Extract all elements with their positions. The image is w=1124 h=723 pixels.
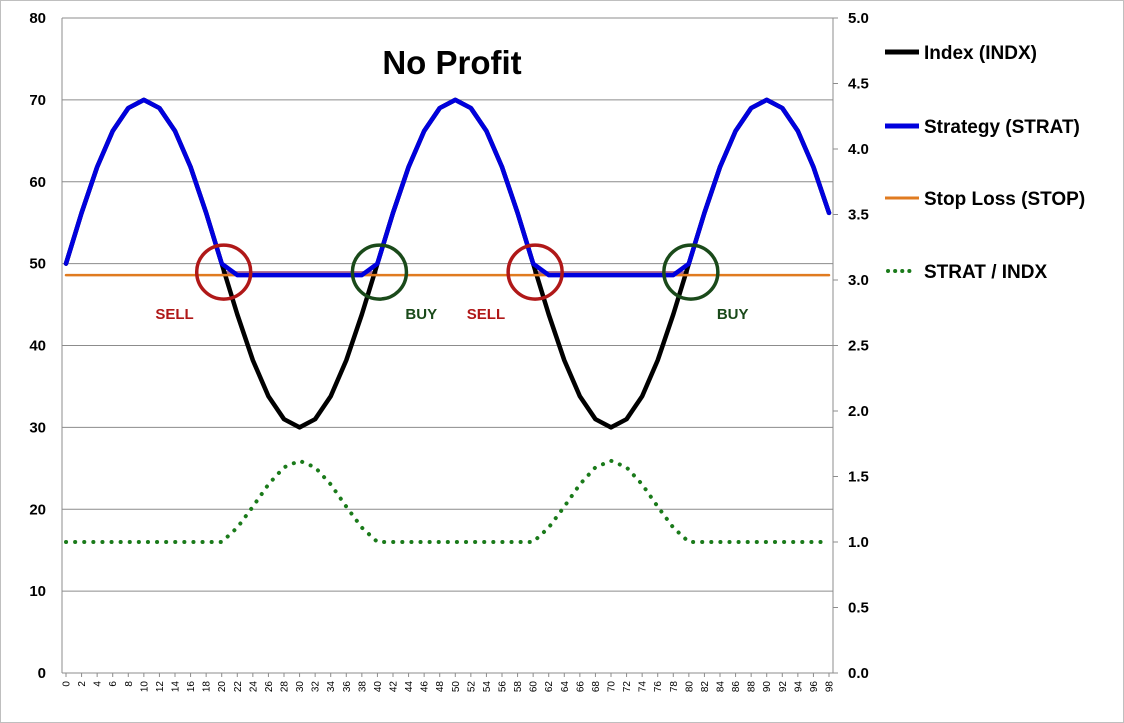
x-tick-label: 30 — [295, 681, 306, 693]
y-tick-label: 20 — [29, 501, 46, 518]
annotation-circle — [194, 243, 253, 301]
x-tick-label: 72 — [622, 681, 633, 693]
x-tick-label: 44 — [404, 681, 415, 693]
y2-tick-label: 1.5 — [848, 469, 869, 486]
x-tick-label: 36 — [342, 681, 353, 693]
y-tick-label: 60 — [29, 174, 46, 191]
x-tick-label: 20 — [217, 681, 228, 693]
x-tick-label: 62 — [544, 681, 555, 693]
x-tick-label: 10 — [139, 681, 150, 693]
x-tick-label: 12 — [155, 681, 166, 693]
x-tick-label: 2 — [77, 681, 88, 687]
chart-title: No Profit — [382, 44, 521, 81]
x-tick-label: 24 — [248, 681, 259, 693]
x-tick-label: 54 — [482, 681, 493, 693]
annotation-circle — [350, 243, 409, 301]
y-tick-label: 0 — [38, 665, 46, 682]
x-tick-label: 86 — [731, 681, 742, 693]
x-tick-label: 88 — [747, 681, 758, 693]
x-tick-label: 98 — [825, 681, 836, 693]
annotation-circle — [662, 243, 720, 301]
x-tick-label: 80 — [684, 681, 695, 693]
y-tick-label: 70 — [29, 92, 46, 109]
y-tick-label: 80 — [29, 10, 46, 27]
annotation-circle — [506, 243, 564, 301]
y2-tick-label: 4.0 — [848, 141, 869, 158]
x-tick-label: 76 — [653, 681, 664, 693]
axis-layer: 010203040506070800.00.51.01.52.02.53.03.… — [29, 10, 869, 692]
y2-tick-label: 3.5 — [848, 207, 869, 224]
x-tick-label: 58 — [513, 681, 524, 693]
y2-tick-label: 5.0 — [848, 10, 869, 27]
x-tick-label: 18 — [202, 681, 213, 693]
x-tick-label: 70 — [607, 681, 618, 693]
x-tick-label: 64 — [560, 681, 571, 693]
legend-index-label: Index (INDX) — [924, 43, 1037, 64]
y2-tick-label: 4.5 — [848, 76, 869, 93]
y2-tick-label: 3.0 — [848, 272, 869, 289]
y2-tick-label: 0.5 — [848, 600, 869, 617]
x-tick-label: 78 — [669, 681, 680, 693]
annotation-label: BUY — [717, 306, 749, 323]
x-tick-label: 34 — [326, 681, 337, 693]
x-tick-label: 26 — [264, 681, 275, 693]
legend: Index (INDX) Strategy (STRAT) Stop Loss (S… — [885, 43, 1085, 283]
x-tick-label: 40 — [373, 681, 384, 693]
x-tick-label: 68 — [591, 681, 602, 693]
x-tick-label: 4 — [93, 681, 104, 687]
x-tick-label: 82 — [700, 681, 711, 693]
x-tick-label: 92 — [778, 681, 789, 693]
y2-tick-label: 1.0 — [848, 534, 869, 551]
x-tick-label: 50 — [451, 681, 462, 693]
y2-tick-label: 0.0 — [848, 665, 869, 682]
x-tick-label: 32 — [311, 681, 322, 693]
x-tick-label: 52 — [466, 681, 477, 693]
x-tick-label: 6 — [108, 681, 119, 687]
x-tick-label: 46 — [420, 681, 431, 693]
x-tick-label: 60 — [529, 681, 540, 693]
y-tick-label: 50 — [29, 256, 46, 273]
x-tick-label: 56 — [498, 681, 509, 693]
annotation-layer: SELL BUY SELL BUY — [155, 243, 749, 323]
legend-strategy-label: Strategy (STRAT) — [924, 117, 1080, 138]
x-tick-label: 94 — [793, 681, 804, 693]
x-tick-label: 8 — [124, 681, 135, 687]
x-tick-label: 16 — [186, 681, 197, 693]
x-tick-label: 48 — [435, 681, 446, 693]
annotation-label: SELL — [155, 306, 193, 323]
x-tick-label: 38 — [357, 681, 368, 693]
y2-tick-label: 2.0 — [848, 403, 869, 420]
x-tick-label: 28 — [280, 681, 291, 693]
x-tick-label: 66 — [575, 681, 586, 693]
legend-strat-indx-label: STRAT / INDX — [924, 262, 1047, 283]
grid-layer — [62, 17, 833, 592]
x-tick-label: 42 — [389, 681, 400, 693]
legend-stop-loss-label: Stop Loss (STOP) — [924, 189, 1085, 210]
x-tick-label: 96 — [809, 681, 820, 693]
annotation-label: SELL — [467, 306, 505, 323]
y-tick-label: 10 — [29, 583, 46, 600]
y-tick-label: 30 — [29, 419, 46, 436]
series-line-strat-indx — [64, 458, 831, 544]
x-tick-label: 90 — [762, 681, 773, 693]
y2-tick-label: 2.5 — [848, 338, 869, 355]
x-tick-label: 22 — [233, 681, 244, 693]
y-tick-label: 40 — [29, 338, 46, 355]
x-tick-label: 74 — [638, 681, 649, 693]
series-layer — [63, 97, 832, 544]
series-line-strategy — [63, 97, 832, 278]
x-tick-label: 0 — [62, 681, 73, 687]
x-tick-label: 14 — [171, 681, 182, 693]
annotation-label: BUY — [405, 306, 437, 323]
x-tick-label: 84 — [716, 681, 727, 693]
